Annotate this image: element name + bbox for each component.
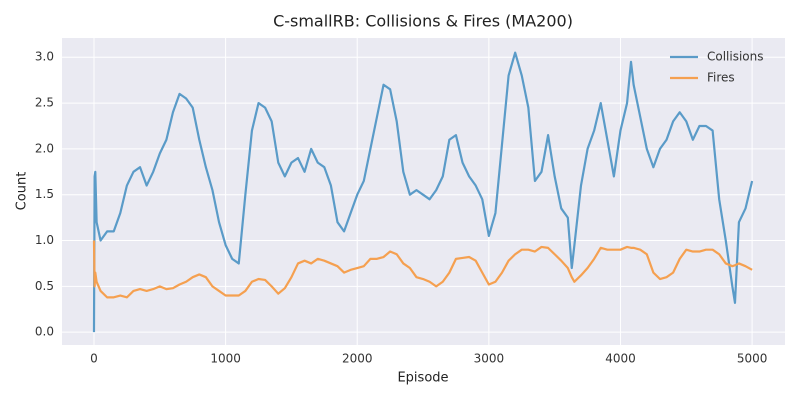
x-tick-label: 4000 — [605, 352, 636, 366]
chart-title: C-smallRB: Collisions & Fires (MA200) — [273, 12, 573, 31]
x-tick-label: 0 — [90, 352, 98, 366]
y-tick-label: 2.5 — [35, 96, 54, 110]
line-series — [92, 51, 754, 333]
legend-label: Fires — [707, 71, 735, 85]
y-tick-label: 0.5 — [35, 279, 54, 293]
line-series — [92, 240, 753, 299]
x-tick-label: 5000 — [737, 352, 768, 366]
x-tick-label: 2000 — [342, 352, 373, 366]
y-tick-label: 1.0 — [35, 233, 54, 247]
y-tick-label: 3.0 — [35, 50, 54, 64]
plot-area — [62, 38, 785, 345]
y-tick-label: 2.0 — [35, 141, 54, 155]
y-tick-label: 0.0 — [35, 325, 54, 339]
x-tick-label: 1000 — [210, 352, 241, 366]
y-tick-label: 1.5 — [35, 187, 54, 201]
y-axis-label: Count — [15, 172, 30, 211]
x-axis-label: Episode — [397, 371, 448, 386]
legend-label: Collisions — [707, 50, 764, 64]
x-tick-label: 3000 — [474, 352, 505, 366]
